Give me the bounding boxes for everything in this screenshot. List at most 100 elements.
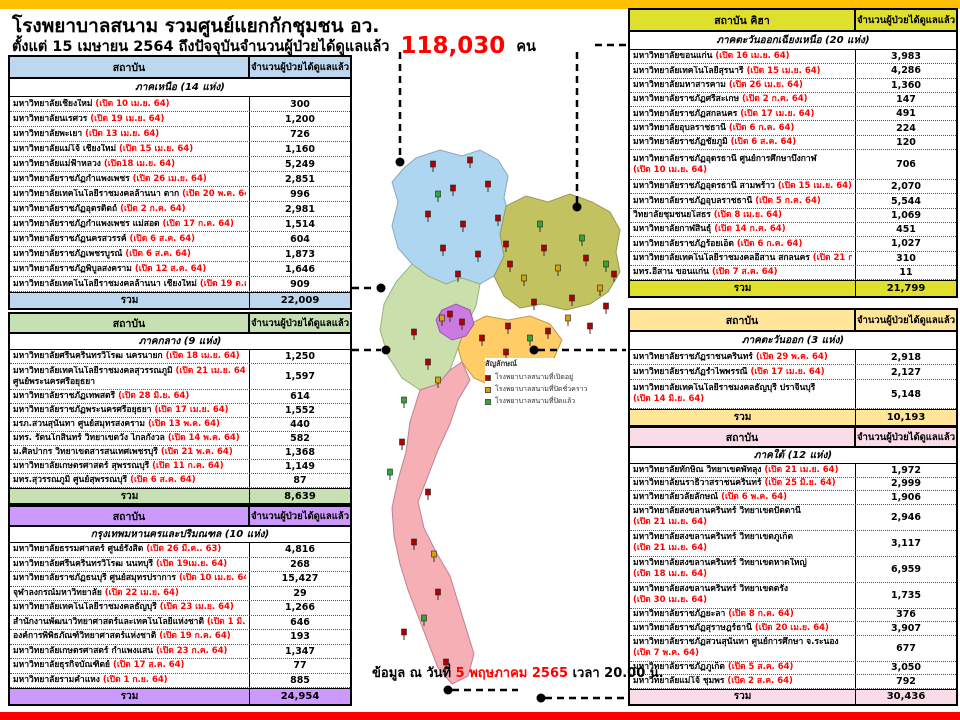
table-row: มหาวิทยาลัยราชภัฏสวนสุนันทา ศูนย์การศึกษ… [630,635,956,662]
institution-cell: มหาวิทยาลัยราชภัฏอุบลราชธานี (เปิด 5 ก.ค… [630,194,856,208]
institution-name: มหาวิทยาลัยราชภัฏสุราษฎร์ธานี [633,622,755,633]
patient-count: 604 [290,233,310,245]
open-date: (เปิด 12 ส.ค. 64) [134,263,207,274]
institution-name-line: จุฬาลงกรณ์มหาวิทยาลัย (เปิด 22 เม.ย. 64) [13,588,246,599]
institution-name: มหาวิทยาลัยราชภัฏอุตรดิตถ์ [13,203,121,214]
institution-cell: ม.ศิลปากร วิทยาเขตสารสนเทศเพชรบุรี (เปิด… [10,446,250,459]
map-pin-icon [411,328,417,340]
table-row: มทร.อีสาน ขอนแก่น (เปิด 7 ส.ค. 64) 11 [630,265,956,281]
total-label: รวม [630,689,856,704]
patient-count: 1,514 [284,218,316,230]
institution-name: มหาวิทยาลัยราชภัฏร้อยเอ็ด [633,238,737,249]
legend-label: โรงพยาบาลสนามที่ปิดชั่วคราว [495,385,588,393]
institution-name: มหาวิทยาลัยราชภัฏกำแพงเพชร แม่สอด [13,218,163,229]
institution-cell: มหาวิทยาลัยราชภัฏเทพสตรี (เปิด 28 มิ.ย. … [10,390,250,403]
institution-name: วิทยาลัยชุมชนยโสธร [633,210,714,220]
table-bangkok: สถาบัน จำนวนผู้ป่วยได้ดูแลแล้ว กรุงเทพมหาน… [8,505,352,706]
table-row: มหาวิทยาลัยขอนแก่น (เปิด 16 เม.ย. 64) 3,9… [630,50,956,65]
table-row: มหาวิทยาลัยอุบลราชธานี (เปิด 6 ก.ค. 64) 2… [630,121,956,136]
open-date: (เปิด 21 ก.ค. 64) [812,252,852,263]
institution-name-line: มหาวิทยาลัยสงขลานครินทร์ วิทยาเขตตรัง [633,584,852,595]
map-pin-icon [537,220,543,232]
open-date: (เปิด 25 มิ.ย. 64) [764,478,836,489]
table-header-row: สถาบัน จำนวนผู้ป่วยได้ดูแลแล้ว [10,57,350,79]
institution-name-line: มหาวิทยาลัยราชภัฏรำไพพรรณี (เปิด 17 เม.ย… [633,367,852,378]
institution-name-line: มหาวิทยาลัยเกษตรศาสตร์ สุพรรณบุรี (เปิด … [13,461,246,472]
table-row: มหาวิทยาลัยศรีนครินทรวิโรฒ นนทบุรี (เปิด… [10,557,350,572]
institution-name-line: มหาวิทยาลัยราชภัฏชัยภูมิ (เปิด 6 ส.ค. 64… [633,137,852,148]
map-pin-icon [541,244,547,256]
open-date: (เปิด 6 ส.ค. 64) [125,248,191,259]
patient-count: 147 [896,94,916,106]
column-header-institution: สถาบัน คิฮา [630,10,856,30]
open-date: (เปิด 11 ก.ค. 64) [152,461,224,472]
map-pin-icon [435,190,441,202]
open-date: (เปิด 15 เม.ย. 64) [777,181,852,192]
table-row: มหาวิทยาลัยแม่โจ้ ชุมพร (เปิด 2 ส.ค. 64)… [630,675,956,689]
institution-cell: มหาวิทยาลัยราชภัฏกำแพงเพชร (เปิด 26 เม.ย… [10,172,250,186]
institution-name-line: มหาวิทยาลัยเชียงใหม่ (เปิด 10 เม.ย. 64) [13,99,246,110]
patient-count: 11 [899,267,913,278]
map-pin-icon [425,488,431,500]
legend-pin-icon [485,374,491,381]
institution-name-line: มหาวิทยาลัยราชภัฏศรีสะเกษ (เปิด 2 ก.ค. 6… [633,94,852,105]
institution-name-line: มหาวิทยาลัยราชภัฏอุตรดิตถ์ (เปิด 2 ก.ค. … [13,204,246,215]
institution-cell: มหาวิทยาลัยราชภัฏพระนครศรีอยุธยา (เปิด 1… [10,404,250,417]
institution-name-line: มหาวิทยาลัยพะเยา (เปิด 13 เม.ย. 64) [13,129,246,140]
map-pin-icon [440,244,446,256]
institution-name-line: มหาวิทยาลัยราชภัฏอุบลราชธานี (เปิด 5 ก.ค… [633,196,852,207]
patient-count: 29 [293,587,307,599]
table-row: มหาวิทยาลัยราชภัฏเทพสตรี (เปิด 28 มิ.ย. … [10,390,350,404]
map-pin-icon [450,184,456,196]
open-date: (เปิด 17 เม.ย. 64) [750,366,825,377]
patient-count: 909 [290,278,310,290]
institution-name: มหาวิทยาลัยอุบลราชธานี [633,122,729,133]
map-pin-icon [579,234,585,246]
institution-name-line: มหาวิทยาลัยราชภัฏยะลา (เปิด 8 ก.ค. 64) [633,609,852,620]
institution-name: มหาวิทยาลัยราชภัฏพิบูลสงคราม [13,263,135,274]
total-count: 24,954 [280,691,320,702]
map-pin-icon [460,220,466,232]
map-pin-icon [455,270,461,282]
total-label: รวม [10,689,250,704]
institution-cell: มหาวิทยาลัยเกษตรศาสตร์ สุพรรณบุรี (เปิด … [10,460,250,473]
open-date: (เปิด 15 เม.ย. 64) [119,143,194,154]
patient-count: 300 [290,98,310,110]
patient-count: 5,544 [890,195,922,207]
table-row: มหาวิทยาลัยสงขลานครินทร์ วิทยาเขตปัตตานี… [630,504,956,531]
table-row: มหาวิทยาลัยสงขลานครินทร์ วิทยาเขตหาดใหญ่… [630,556,956,583]
institution-cell: มหาวิทยาลัยเทคโนโลยีราชมงคลอีสาน สกลนคร … [630,251,856,265]
footer-prefix: ข้อมูล ณ วันที่ [372,666,452,681]
table-row: มหาวิทยาลัยราชภัฏอุดรธานี สามพร้าว (เปิด… [630,180,956,195]
open-date: (เปิด 26 มี.ค.. 63) [146,544,222,555]
table-row: มหาวิทยาลัยราชภัฏพิบูลสงคราม (เปิด 12 ส.… [10,262,350,277]
patient-count: 614 [290,391,310,402]
institution-name-line: มหาวิทยาลัยแม่โจ้ เชียงใหม่ (เปิด 15 เม.… [13,144,246,155]
open-date: (เปิด 10 เม.ย. 64) [95,98,170,109]
open-date: (เปิด 10 เม.ย. 64) [633,164,708,175]
patient-count: 87 [293,475,307,486]
legend-pin-icon [485,386,491,393]
patient-count: 1,552 [284,405,316,416]
total-label: รวม [10,293,250,308]
map-pins-layer [387,156,617,670]
table-row: มหาวิทยาลัยเชียงใหม่ (เปิด 10 เม.ย. 64) 3… [10,97,350,112]
patient-count: 1,200 [284,113,316,125]
table-row: มหาวิทยาลัยสงขลานครินทร์ วิทยาเขตภูเก็ต(… [630,530,956,557]
table-header-row: สถาบัน จำนวนผู้ป่วยได้ดูแลแล้ว [10,507,350,527]
map-pin-icon [425,358,431,370]
map-pin-icon [495,214,501,226]
institution-name: มหาวิทยาลัยมหาสารคาม [633,79,729,90]
institution-name-2: ศูนย์พระนครศรีอยุธยา [13,376,95,387]
institution-cell: มหาวิทยาลัยนราธิวาสราชนครินทร์ (เปิด 25 … [630,477,856,490]
institution-name: มหาวิทยาลัยเชียงใหม่ [13,98,96,109]
legend-title: สัญลักษณ์ [485,359,518,368]
region-label: ภาคกลาง (9 แห่ง) [10,334,350,350]
institution-name: มหาวิทยาลัยธุรกิจบัณฑิตย์ [13,660,113,671]
open-date: (เปิด 6 ก.ค. 64) [736,238,803,249]
map-pin-icon [443,658,449,670]
table-row: มหาวิทยาลัยราชภัฏราชนครินทร์ (เปิด 29 พ.… [630,350,956,365]
table-row: มหาวิทยาลัยเทคโนโลยีราชมงคลสุวรรณภูมิ (เ… [10,364,350,390]
institution-name-line: มหาวิทยาลัยราชภัฏกำแพงเพชร (เปิด 26 เม.ย… [13,174,246,185]
map-pin-icon [475,250,481,262]
